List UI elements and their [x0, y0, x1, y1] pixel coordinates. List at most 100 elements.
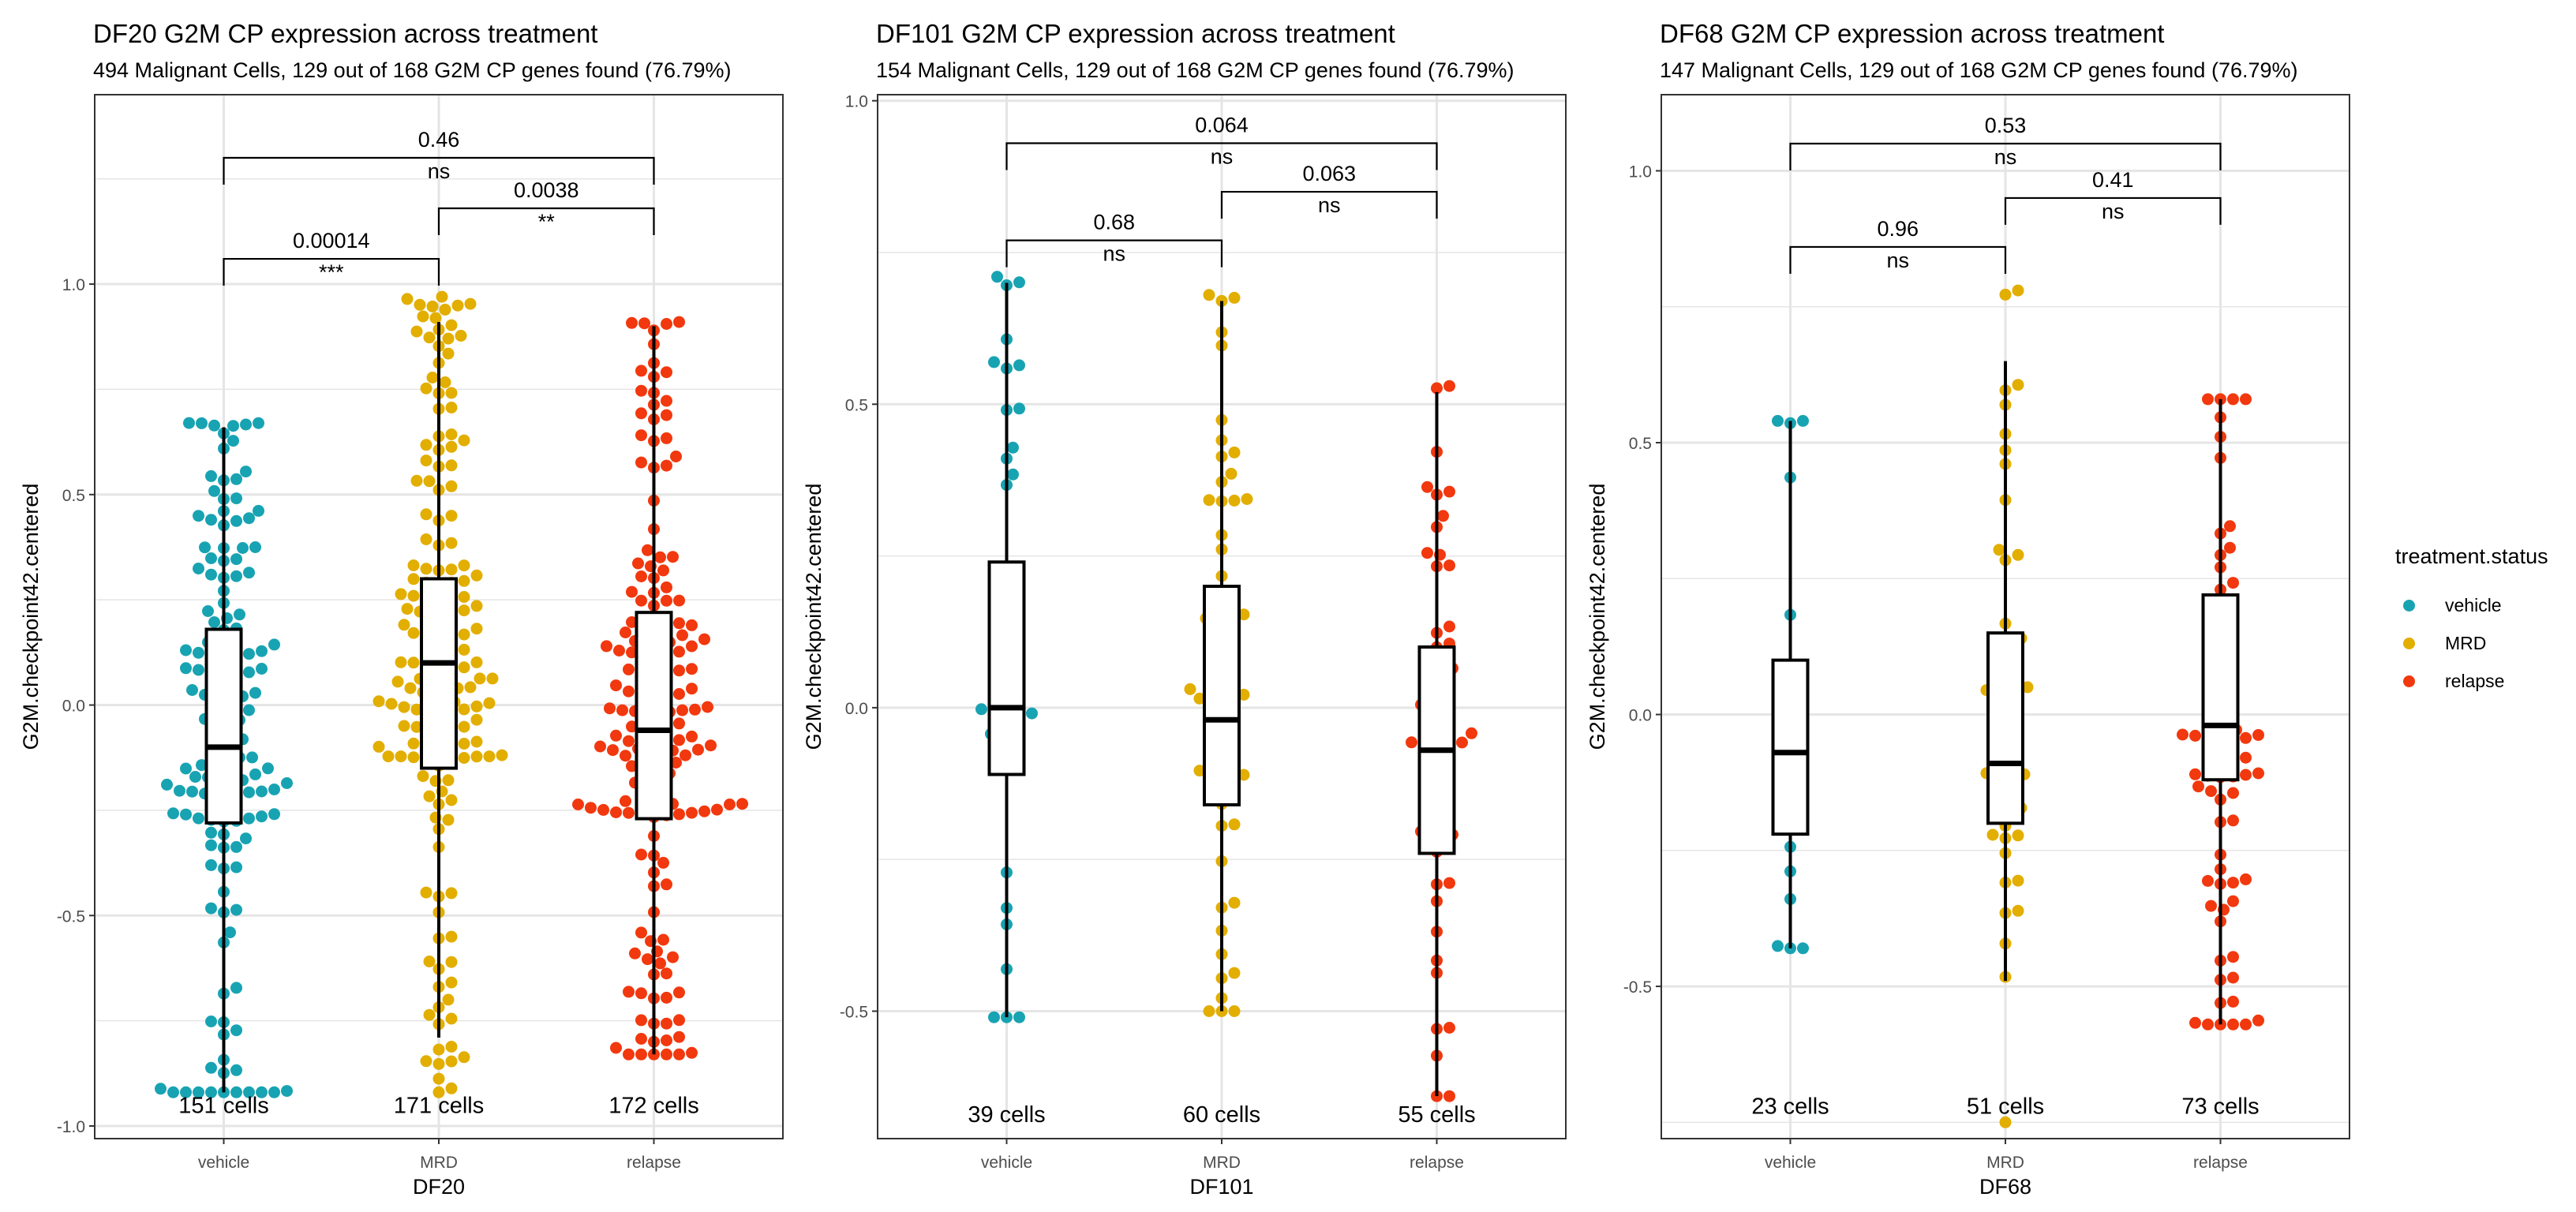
data-point-mrd	[442, 993, 455, 1006]
data-point-vehicle	[155, 1083, 167, 1095]
data-point-mrd	[410, 325, 423, 338]
data-point-relapse	[2177, 728, 2188, 741]
data-point-mrd	[470, 700, 483, 713]
box-iqr	[1203, 585, 1241, 806]
data-point-mrd	[423, 790, 436, 802]
data-point-mrd	[420, 508, 432, 521]
data-point-relapse	[657, 564, 669, 577]
data-point-relapse	[2227, 971, 2239, 984]
data-point-relapse	[1443, 877, 1455, 889]
data-point-relapse	[1431, 1090, 1443, 1102]
x-tick-label: MRD	[1986, 1154, 2024, 1172]
significance-bracket	[437, 207, 655, 236]
data-point-relapse	[673, 717, 685, 730]
data-point-relapse	[673, 986, 685, 999]
data-point-mrd	[445, 319, 458, 331]
data-point-vehicle	[205, 469, 217, 482]
data-point-mrd	[420, 886, 432, 899]
data-point-relapse	[673, 594, 685, 607]
data-point-mrd	[2012, 874, 2024, 887]
data-point-mrd	[407, 573, 420, 585]
data-point-relapse	[711, 803, 723, 816]
data-point-vehicle	[1001, 1011, 1013, 1023]
data-point-vehicle	[227, 435, 239, 447]
data-point-relapse	[2240, 873, 2252, 885]
data-point-relapse	[597, 803, 609, 816]
data-point-mrd	[2012, 829, 2024, 842]
data-point-vehicle	[281, 1085, 293, 1098]
data-point-mrd	[486, 672, 499, 685]
data-point-mrd	[407, 737, 420, 750]
data-point-vehicle	[243, 786, 255, 799]
data-point-relapse	[610, 729, 622, 742]
data-point-relapse	[667, 551, 679, 563]
data-point-mrd	[458, 643, 470, 656]
cell-count-label: 51 cells	[1967, 1094, 2044, 1120]
data-point-relapse	[1421, 547, 1433, 559]
data-point-mrd	[426, 372, 439, 383]
data-point-relapse	[661, 366, 672, 379]
data-point-mrd	[420, 563, 432, 575]
data-point-relapse	[661, 967, 672, 980]
p-value-label: 0.41	[2092, 168, 2134, 192]
data-point-mrd	[1193, 765, 1206, 777]
data-point-relapse	[626, 646, 638, 659]
data-point-vehicle	[230, 861, 242, 873]
significance-label: ***	[319, 260, 344, 284]
data-point-vehicle	[1026, 707, 1038, 720]
data-point-mrd	[496, 749, 508, 761]
data-point-vehicle	[230, 553, 242, 566]
data-point-mrd	[407, 656, 420, 669]
data-point-mrd	[445, 387, 458, 399]
x-axis-title: DF68	[1979, 1175, 2031, 1199]
x-tick-label: vehicle	[198, 1154, 249, 1172]
data-point-relapse	[661, 1048, 672, 1060]
data-point-vehicle	[246, 751, 258, 764]
data-point-relapse	[661, 991, 672, 1004]
data-point-relapse	[676, 629, 688, 642]
data-point-mrd	[398, 720, 410, 732]
data-point-vehicle	[243, 704, 255, 716]
data-point-vehicle	[253, 504, 264, 517]
data-point-relapse	[686, 663, 698, 675]
data-point-vehicle	[180, 662, 192, 675]
data-point-mrd	[1228, 291, 1241, 304]
data-point-relapse	[686, 640, 698, 653]
data-point-relapse	[620, 750, 631, 762]
data-point-relapse	[642, 953, 653, 966]
box-iqr	[204, 627, 243, 825]
significance-label: ns	[1886, 249, 1909, 272]
data-point-mrd	[432, 1043, 445, 1056]
data-point-vehicle	[193, 510, 204, 522]
x-tick-label: relapse	[2193, 1154, 2248, 1172]
data-point-mrd	[1228, 967, 1241, 979]
data-point-mrd	[1203, 1005, 1215, 1017]
data-point-relapse	[2224, 520, 2236, 533]
data-point-relapse	[626, 585, 638, 598]
chart-title: DF101 G2M CP expression across treatment	[876, 19, 1395, 48]
data-point-relapse	[623, 806, 635, 819]
x-tick-label: vehicle	[1765, 1154, 1816, 1172]
data-point-relapse	[594, 740, 606, 753]
data-point-relapse	[2227, 814, 2239, 827]
data-point-vehicle	[205, 858, 217, 871]
box-iqr	[1986, 631, 2024, 825]
data-point-relapse	[626, 616, 638, 628]
data-point-mrd	[470, 623, 483, 635]
data-point-vehicle	[268, 638, 280, 651]
data-point-relapse	[604, 702, 616, 715]
y-tick-label: 1.0	[62, 276, 85, 294]
data-point-vehicle	[1772, 414, 1784, 427]
y-tick-label: 1.0	[1629, 163, 1652, 181]
significance-bracket	[223, 257, 440, 286]
data-point-mrd	[395, 750, 407, 763]
data-point-relapse	[698, 805, 710, 817]
data-point-mrd	[439, 303, 451, 316]
data-point-relapse	[2240, 731, 2252, 744]
data-point-mrd	[1228, 818, 1241, 831]
data-point-vehicle	[180, 762, 192, 775]
p-value-label: 0.0038	[514, 178, 579, 202]
y-tick-label: -0.5	[840, 1003, 868, 1021]
data-point-vehicle	[208, 419, 220, 432]
